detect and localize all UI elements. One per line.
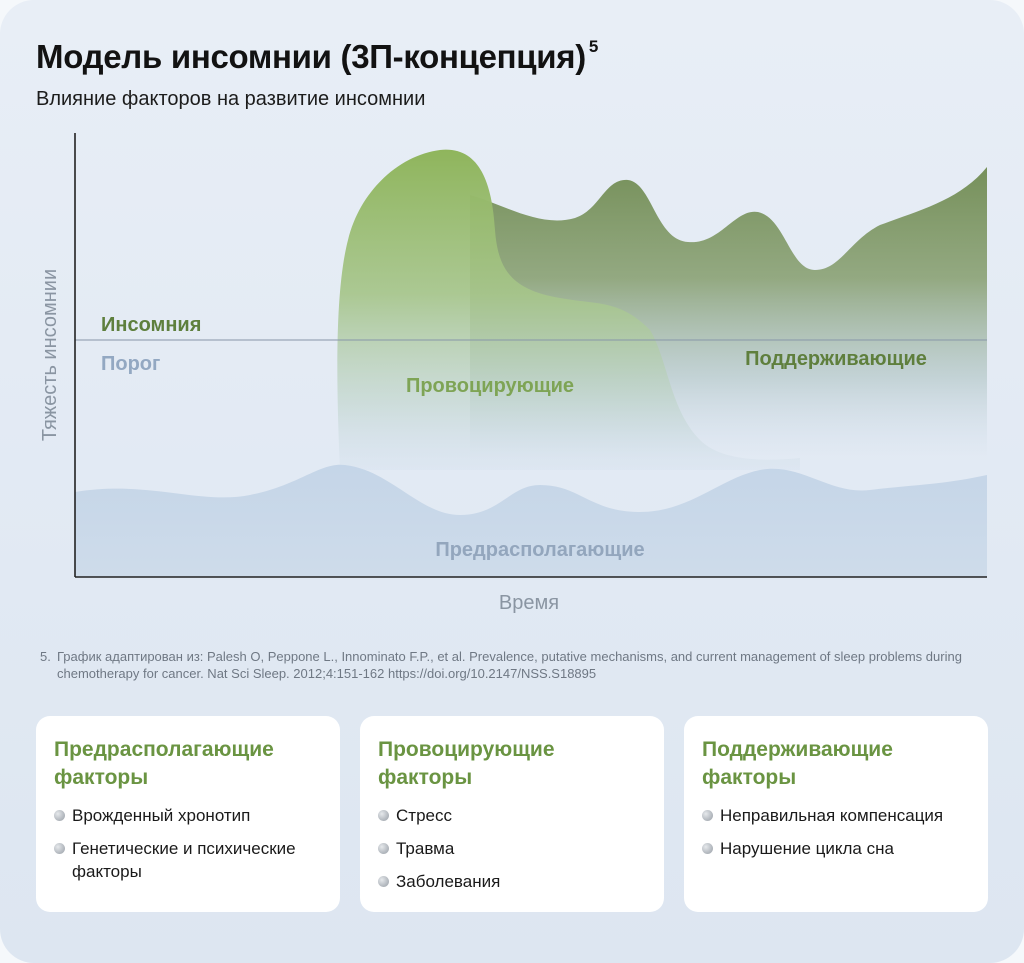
card-title: Провоцирующие факторы	[378, 738, 555, 789]
title-text: Модель инсомнии (3П-концепция)	[36, 38, 586, 75]
footnote-number: 5.	[40, 649, 51, 664]
series-label-predisposing: Предрасполагающие	[435, 539, 644, 561]
list-item-text: Врожденный хронотип	[72, 806, 251, 825]
threshold-above-label: Инсомния	[101, 314, 201, 336]
area-precipitating	[337, 149, 800, 471]
bullet-icon	[378, 810, 389, 821]
card-title: Предрасполагающие факторы	[54, 738, 274, 789]
chart: Инсомния Порог Провоцирующие Поддерживаю…	[39, 133, 987, 614]
bullet-icon	[378, 843, 389, 854]
perpetuating-factors-card: Поддерживающие факторы Неправильная комп…	[684, 716, 988, 912]
y-axis-label: Тяжесть инсомнии	[39, 269, 61, 441]
list-item: Врожденный хронотип	[54, 804, 329, 827]
list-item: Заболевания	[378, 870, 653, 893]
area-predisposing	[75, 464, 987, 577]
threshold-below-label: Порог	[101, 353, 160, 375]
list-item: Неправильная компенсация	[702, 804, 977, 827]
list-item-text: Травма	[396, 839, 455, 858]
factor-list: Неправильная компенсация Нарушение цикла…	[702, 804, 977, 870]
series-label-perpetuating: Поддерживающие	[745, 348, 927, 370]
list-item-text: Неправильная компенсация	[720, 806, 944, 825]
footnote: 5. График адаптирован из: Palesh O, Pepp…	[40, 648, 1000, 682]
list-item: Стресс	[378, 804, 653, 827]
precipitating-factors-card: Провоцирующие факторы Стресс Травма Забо…	[360, 716, 664, 912]
bullet-icon	[54, 810, 65, 821]
footnote-text: График адаптирован из: Palesh O, Peppone…	[57, 649, 962, 681]
bullet-icon	[702, 810, 713, 821]
list-item: Травма	[378, 837, 653, 860]
predisposing-factors-card: Предрасполагающие факторы Врожденный хро…	[36, 716, 340, 912]
list-item-text: Нарушение цикла сна	[720, 839, 894, 858]
factor-list: Врожденный хронотип Генетические и психи…	[54, 804, 329, 893]
page-subtitle: Влияние факторов на развитие инсомнии	[36, 88, 426, 110]
series-label-precipitating: Провоцирующие	[406, 375, 574, 397]
list-item-text: Генетические и психические факторы	[72, 839, 296, 881]
list-item-text: Заболевания	[396, 872, 501, 891]
list-item-text: Стресс	[396, 806, 452, 825]
factor-list: Стресс Травма Заболевания	[378, 804, 653, 903]
card-title: Поддерживающие факторы	[702, 738, 893, 789]
x-axis-label: Время	[499, 592, 559, 614]
bullet-icon	[54, 843, 65, 854]
list-item: Нарушение цикла сна	[702, 837, 977, 860]
bullet-icon	[702, 843, 713, 854]
page-title: Модель инсомнии (3П-концепция) 5	[36, 37, 599, 76]
title-reference: 5	[588, 37, 599, 56]
list-item: Генетические и психические факторы	[54, 837, 329, 883]
bullet-icon	[378, 876, 389, 887]
